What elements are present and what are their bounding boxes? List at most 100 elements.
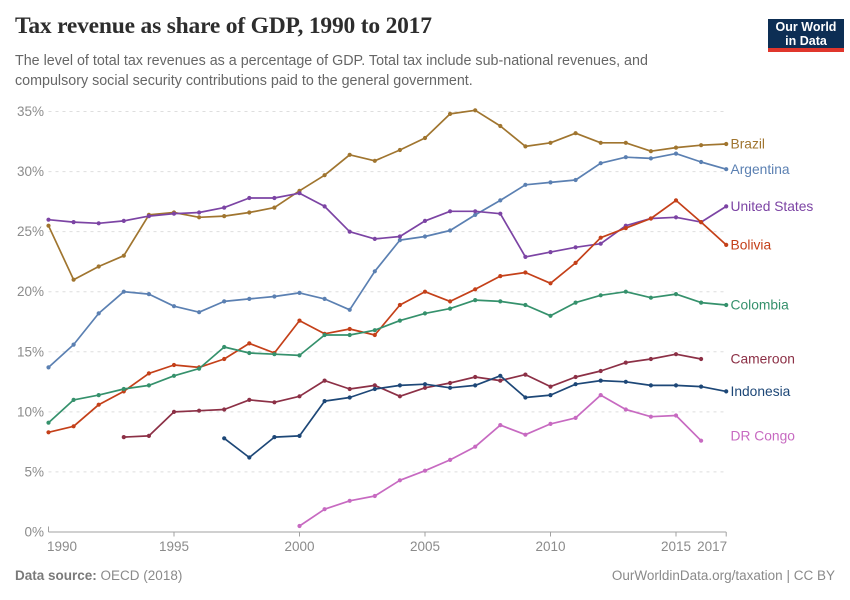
data-point-bolivia [673, 198, 679, 203]
data-point-dr-congo [573, 415, 578, 420]
data-point-united-states [523, 254, 528, 259]
data-point-argentina [372, 269, 377, 274]
license-link[interactable]: CC BY [793, 568, 835, 583]
data-point-bolivia [171, 362, 177, 368]
data-point-bolivia [46, 430, 51, 435]
data-point-cameroon [222, 407, 227, 412]
data-point-bolivia [573, 260, 578, 265]
data-point-bolivia [222, 356, 227, 362]
data-point-brazil [598, 140, 603, 145]
owid-logo[interactable]: Our World in Data [768, 19, 844, 52]
data-point-argentina [623, 155, 628, 160]
data-point-bolivia [548, 281, 553, 286]
data-point-indonesia [372, 386, 377, 392]
data-point-brazil [247, 210, 252, 215]
data-point-colombia [347, 332, 352, 338]
y-tick-label-5pct: 5% [24, 464, 44, 479]
series-label-cameroon[interactable]: Cameroon [731, 352, 795, 367]
data-point-colombia [46, 420, 51, 425]
series-line-argentina[interactable] [47, 152, 728, 369]
data-point-argentina [247, 296, 252, 301]
data-point-argentina [171, 304, 177, 309]
data-point-united-states [96, 221, 101, 226]
series-line-cameroon[interactable] [122, 353, 702, 438]
series-label-dr-congo[interactable]: DR Congo [731, 428, 796, 443]
data-point-colombia [372, 328, 377, 333]
owid-url-link[interactable]: OurWorldinData.org/taxation [611, 568, 783, 583]
data-point-bolivia [297, 318, 302, 323]
data-point-united-states [473, 209, 478, 214]
data-point-united-states [598, 241, 603, 246]
data-point-cameroon [121, 435, 126, 440]
data-point-united-states [724, 204, 729, 209]
data-point-indonesia [699, 384, 704, 389]
x-tick-label-2017: 2017 [697, 539, 727, 554]
y-tick-label-0pct: 0% [24, 525, 44, 540]
data-point-indonesia [598, 378, 603, 383]
data-point-colombia [473, 298, 478, 303]
data-point-cameroon [673, 352, 679, 357]
data-point-cameroon [648, 356, 654, 362]
data-point-indonesia [523, 395, 528, 400]
data-point-indonesia [448, 385, 453, 390]
data-point-brazil [322, 173, 327, 178]
data-point-bolivia [372, 332, 377, 338]
data-point-united-states [422, 218, 428, 223]
data-point-united-states [372, 236, 377, 241]
series-label-argentina[interactable]: Argentina [731, 162, 790, 177]
data-point-brazil [699, 143, 704, 148]
series-line-brazil[interactable] [47, 109, 728, 281]
series-label-brazil[interactable]: Brazil [731, 137, 766, 152]
series-line-bolivia[interactable] [47, 199, 728, 434]
series-label-colombia[interactable]: Colombia [731, 298, 790, 313]
data-point-bolivia [71, 424, 76, 429]
series-line-colombia[interactable] [47, 290, 728, 424]
data-point-dr-congo [648, 414, 654, 419]
data-point-dr-congo [548, 421, 553, 426]
chart-footer: Data source: OECD (2018) OurWorldinData.… [15, 568, 835, 583]
plot-area[interactable]: 0% 5% 10% 15% 20% 25% 30% 35% 1990 1995 2000 2005 20… [0, 0, 850, 560]
series-line-dr-congo[interactable] [298, 394, 702, 527]
data-point-colombia [146, 383, 151, 388]
data-point-cameroon [598, 368, 603, 374]
data-point-dr-congo [297, 523, 302, 529]
data-point-united-states [498, 211, 503, 216]
data-point-bolivia [247, 341, 252, 346]
data-point-argentina [297, 290, 302, 295]
data-point-colombia [222, 344, 227, 350]
series-line-united-states[interactable] [47, 192, 728, 258]
data-point-bolivia [648, 216, 654, 221]
data-point-brazil [46, 223, 51, 228]
data-point-cameroon [197, 408, 202, 413]
data-point-indonesia [673, 383, 679, 388]
data-point-cameroon [548, 384, 553, 389]
data-point-brazil [623, 140, 628, 145]
data-point-bolivia [473, 287, 478, 292]
data-point-indonesia [573, 382, 578, 387]
data-point-brazil [523, 144, 528, 149]
data-point-cameroon [372, 383, 377, 388]
data-point-colombia [197, 366, 202, 371]
series-label-united-states[interactable]: United States [731, 199, 814, 214]
data-point-cameroon [247, 397, 252, 402]
data-point-united-states [548, 250, 553, 255]
data-point-indonesia [473, 383, 478, 388]
data-point-cameroon [498, 378, 503, 383]
series-label-bolivia[interactable]: Bolivia [731, 238, 772, 253]
data-point-brazil [96, 264, 101, 269]
data-point-dr-congo [397, 478, 402, 483]
series-label-indonesia[interactable]: Indonesia [731, 384, 791, 399]
chart-subtitle: The level of total tax revenues as a per… [15, 53, 648, 90]
x-tick-label-2015: 2015 [661, 539, 691, 554]
data-point-colombia [171, 373, 177, 378]
data-point-argentina [96, 311, 101, 316]
data-point-united-states [71, 220, 76, 225]
data-point-bolivia [96, 402, 101, 407]
data-point-argentina [699, 159, 704, 165]
data-point-colombia [448, 306, 453, 311]
data-point-colombia [673, 292, 679, 297]
data-point-bolivia [448, 299, 453, 304]
data-point-cameroon [322, 378, 327, 383]
data-point-argentina [46, 365, 51, 370]
